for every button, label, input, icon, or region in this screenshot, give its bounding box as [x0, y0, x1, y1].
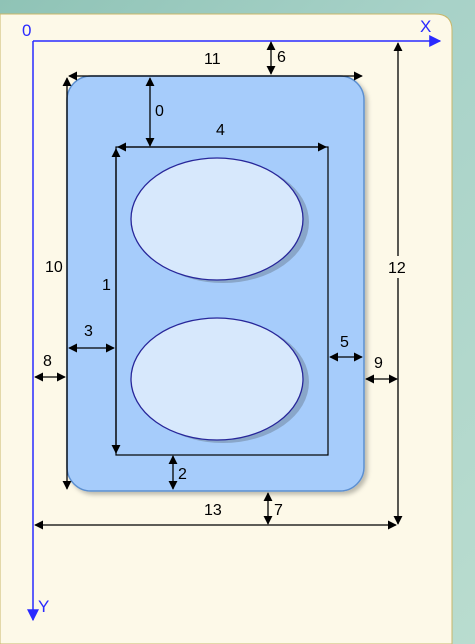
dim-label-2: 2 [178, 466, 187, 483]
bottom-ellipse-shape [130, 317, 304, 441]
dim-label-0: 0 [155, 103, 164, 120]
dim-label-3: 3 [84, 323, 93, 340]
dim-label-13: 13 [204, 502, 222, 519]
dim-label-8: 8 [43, 353, 52, 370]
y-axis-label: Y [38, 597, 49, 616]
dim-label-10: 10 [45, 259, 63, 276]
dim-label-12-bg [386, 256, 410, 278]
dim-label-4: 4 [216, 122, 225, 139]
origin-label: 0 [22, 21, 31, 40]
dim-label-5: 5 [340, 334, 349, 351]
dim-label-9: 9 [374, 355, 383, 372]
dim-label-12: 12 [388, 260, 406, 277]
x-axis-label: X [420, 17, 431, 36]
dim-label-6: 6 [277, 49, 286, 66]
dim-label-11: 11 [204, 51, 221, 68]
top-ellipse-shape [130, 157, 304, 281]
dim-label-1: 1 [102, 277, 111, 294]
dim-label-7: 7 [274, 502, 283, 519]
